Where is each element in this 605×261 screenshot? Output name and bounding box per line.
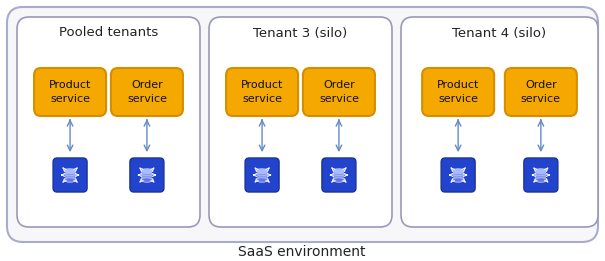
- Text: Product
service: Product service: [437, 80, 479, 104]
- FancyBboxPatch shape: [303, 68, 375, 116]
- FancyBboxPatch shape: [422, 68, 494, 116]
- FancyBboxPatch shape: [322, 158, 356, 192]
- FancyBboxPatch shape: [65, 171, 76, 180]
- Text: Tenant 3 (silo): Tenant 3 (silo): [253, 27, 348, 39]
- Ellipse shape: [333, 169, 344, 173]
- FancyBboxPatch shape: [7, 7, 598, 242]
- FancyBboxPatch shape: [524, 158, 558, 192]
- FancyBboxPatch shape: [535, 171, 546, 180]
- Text: Order
service: Order service: [319, 80, 359, 104]
- FancyBboxPatch shape: [17, 17, 200, 227]
- Text: SaaS environment: SaaS environment: [238, 245, 366, 259]
- FancyBboxPatch shape: [257, 171, 267, 180]
- FancyBboxPatch shape: [226, 68, 298, 116]
- Ellipse shape: [142, 178, 152, 182]
- Text: Pooled tenants: Pooled tenants: [59, 27, 158, 39]
- FancyBboxPatch shape: [401, 17, 598, 227]
- FancyBboxPatch shape: [142, 171, 152, 180]
- Ellipse shape: [453, 178, 463, 182]
- Ellipse shape: [142, 169, 152, 173]
- Ellipse shape: [535, 178, 546, 182]
- Text: Order
service: Order service: [127, 80, 167, 104]
- FancyBboxPatch shape: [130, 158, 164, 192]
- FancyBboxPatch shape: [441, 158, 475, 192]
- FancyBboxPatch shape: [111, 68, 183, 116]
- Text: Product
service: Product service: [49, 80, 91, 104]
- FancyBboxPatch shape: [34, 68, 106, 116]
- Ellipse shape: [65, 178, 76, 182]
- FancyBboxPatch shape: [333, 171, 344, 180]
- Text: Tenant 4 (silo): Tenant 4 (silo): [453, 27, 546, 39]
- Ellipse shape: [257, 169, 267, 173]
- FancyBboxPatch shape: [209, 17, 392, 227]
- Ellipse shape: [453, 169, 463, 173]
- Ellipse shape: [65, 169, 76, 173]
- Text: Product
service: Product service: [241, 80, 283, 104]
- Ellipse shape: [257, 178, 267, 182]
- Text: Order
service: Order service: [521, 80, 561, 104]
- FancyBboxPatch shape: [505, 68, 577, 116]
- Ellipse shape: [333, 178, 344, 182]
- FancyBboxPatch shape: [53, 158, 87, 192]
- FancyBboxPatch shape: [245, 158, 279, 192]
- FancyBboxPatch shape: [453, 171, 463, 180]
- Ellipse shape: [535, 169, 546, 173]
